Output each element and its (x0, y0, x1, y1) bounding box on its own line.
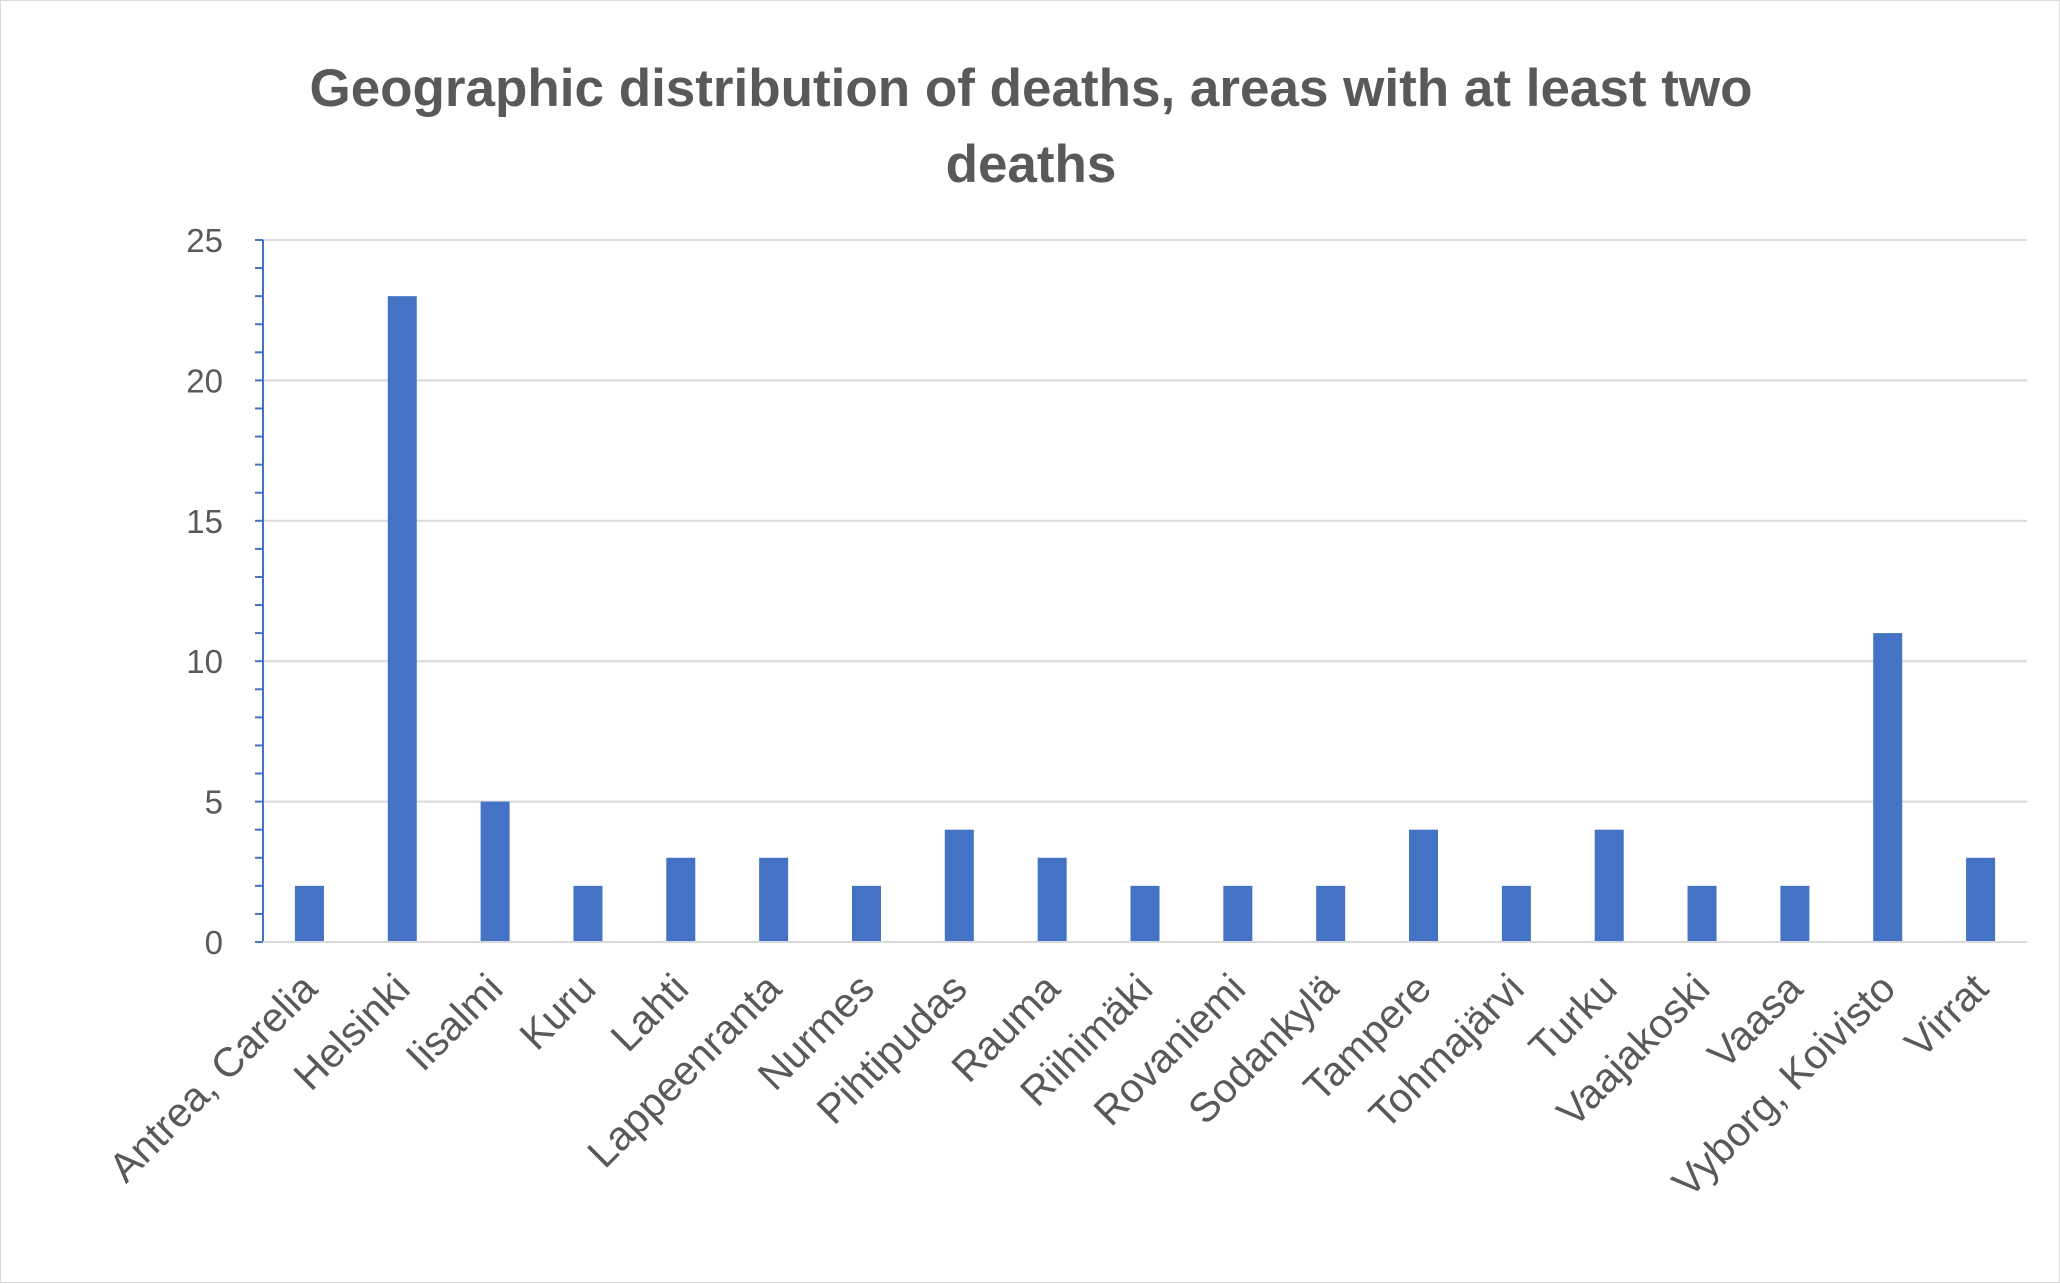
bar-3 (573, 885, 603, 942)
y-tick-labels: 0 5 10 15 20 25 (186, 222, 223, 961)
x-category-label-2: Iisalmi (397, 965, 512, 1080)
bar-18 (1966, 857, 1996, 942)
y-tick-label-20: 20 (186, 362, 223, 399)
gridlines (263, 239, 2027, 803)
bar-0 (294, 885, 324, 942)
bar-13 (1501, 885, 1531, 942)
chart-title-line-1: Geographic distribution of deaths, areas… (309, 59, 1752, 118)
x-category-label-0: Antrea, Carelia (100, 965, 326, 1191)
y-tick-label-15: 15 (186, 503, 223, 540)
bar-14 (1594, 829, 1624, 942)
bar-1 (387, 296, 417, 942)
bar-5 (759, 857, 789, 942)
bar-4 (666, 857, 696, 942)
bar-9 (1130, 885, 1160, 942)
bar-11 (1316, 885, 1346, 942)
y-tick-label-25: 25 (186, 222, 223, 259)
bars (294, 296, 1996, 942)
bar-12 (1409, 829, 1439, 942)
y-tick-label-0: 0 (205, 924, 223, 961)
bar-17 (1873, 633, 1903, 942)
bar-6 (851, 885, 881, 942)
bar-16 (1780, 885, 1810, 942)
bar-15 (1687, 885, 1717, 942)
bar-10 (1223, 885, 1253, 942)
y-tick-label-5: 5 (205, 784, 223, 821)
x-category-label-18: Virrat (1896, 964, 1998, 1066)
bar-8 (1037, 857, 1067, 942)
bar-7 (944, 829, 974, 942)
y-tick-label-10: 10 (186, 643, 223, 680)
x-category-label-3: Kuru (511, 965, 605, 1059)
chart-title-line-2: deaths (946, 135, 1117, 194)
bar-2 (480, 801, 510, 942)
y-axis (255, 239, 2027, 943)
